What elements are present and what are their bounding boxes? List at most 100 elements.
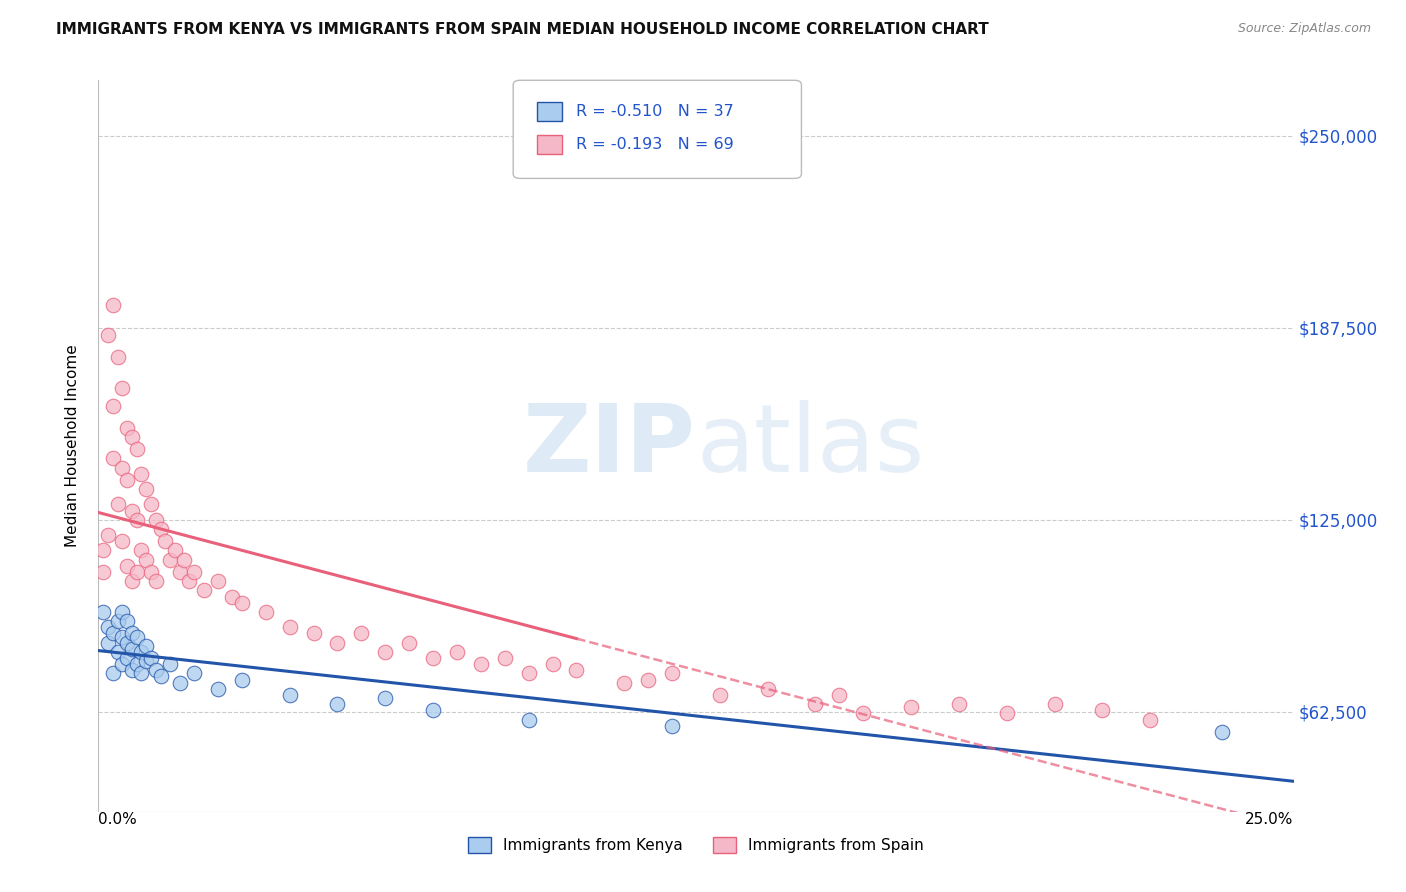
Point: [111, 657, 134, 672]
Point: [207, 574, 229, 589]
Point: [139, 497, 162, 511]
Point: [115, 636, 138, 650]
Point: [169, 565, 191, 579]
Point: [135, 654, 157, 668]
Point: [709, 688, 731, 702]
Point: [231, 673, 253, 687]
Point: [398, 636, 420, 650]
Point: [91, 605, 114, 619]
Legend: Immigrants from Kenya, Immigrants from Spain: Immigrants from Kenya, Immigrants from S…: [461, 830, 931, 859]
Point: [115, 651, 138, 665]
Point: [183, 666, 205, 681]
Text: 25.0%: 25.0%: [1246, 812, 1294, 827]
Point: [125, 513, 148, 527]
Point: [121, 430, 143, 444]
Point: [163, 543, 186, 558]
Point: [517, 666, 540, 681]
Point: [107, 497, 129, 511]
Point: [1091, 703, 1114, 717]
Point: [155, 534, 177, 549]
Point: [900, 700, 922, 714]
Point: [101, 298, 124, 312]
Point: [139, 651, 162, 665]
Point: [125, 657, 148, 672]
Point: [637, 673, 659, 687]
Point: [350, 626, 373, 640]
Point: [374, 645, 396, 659]
Point: [1139, 713, 1161, 727]
Point: [115, 614, 138, 628]
Point: [101, 399, 124, 413]
Point: [111, 381, 134, 395]
Point: [121, 574, 143, 589]
Point: [111, 534, 134, 549]
Point: [278, 620, 301, 634]
Point: [995, 706, 1018, 721]
Point: [91, 543, 114, 558]
Point: [131, 543, 153, 558]
Point: [101, 666, 124, 681]
Point: [149, 669, 172, 683]
Point: [149, 522, 172, 536]
Point: [125, 442, 148, 456]
Text: atlas: atlas: [696, 400, 924, 492]
Point: [145, 513, 167, 527]
Point: [125, 630, 148, 644]
Point: [613, 675, 636, 690]
Point: [756, 681, 779, 696]
Point: [231, 596, 253, 610]
Point: [135, 552, 157, 566]
Point: [145, 574, 167, 589]
Point: [107, 350, 129, 364]
Point: [446, 645, 468, 659]
Point: [193, 583, 215, 598]
Text: R = -0.193   N = 69: R = -0.193 N = 69: [576, 137, 734, 152]
Point: [183, 565, 205, 579]
Point: [107, 645, 129, 659]
Point: [115, 473, 138, 487]
Point: [97, 620, 120, 634]
Point: [131, 645, 153, 659]
Point: [115, 558, 138, 573]
Point: [111, 630, 134, 644]
Point: [470, 657, 492, 672]
Point: [169, 675, 191, 690]
Y-axis label: Median Household Income: Median Household Income: [65, 344, 80, 548]
Point: [179, 574, 201, 589]
Point: [159, 657, 181, 672]
Point: [97, 328, 120, 343]
Point: [125, 565, 148, 579]
Text: IMMIGRANTS FROM KENYA VS IMMIGRANTS FROM SPAIN MEDIAN HOUSEHOLD INCOME CORRELATI: IMMIGRANTS FROM KENYA VS IMMIGRANTS FROM…: [56, 22, 988, 37]
Point: [302, 626, 325, 640]
Point: [135, 639, 157, 653]
Point: [541, 657, 564, 672]
Point: [121, 641, 143, 656]
Point: [494, 651, 516, 665]
Text: Source: ZipAtlas.com: Source: ZipAtlas.com: [1237, 22, 1371, 36]
Point: [565, 664, 588, 678]
Point: [159, 552, 181, 566]
Point: [422, 651, 444, 665]
Point: [131, 467, 153, 481]
Point: [139, 565, 162, 579]
Point: [121, 626, 143, 640]
Point: [517, 713, 540, 727]
Point: [91, 565, 114, 579]
Point: [254, 605, 277, 619]
Point: [97, 636, 120, 650]
Point: [135, 482, 157, 496]
Point: [115, 420, 138, 434]
Point: [173, 552, 195, 566]
Point: [804, 697, 827, 711]
Point: [326, 697, 349, 711]
Point: [111, 460, 134, 475]
Point: [374, 691, 396, 706]
Point: [1043, 697, 1066, 711]
Point: [101, 626, 124, 640]
Point: [207, 681, 229, 696]
Point: [326, 636, 349, 650]
Point: [661, 719, 683, 733]
Point: [948, 697, 970, 711]
Point: [101, 451, 124, 466]
Point: [221, 590, 243, 604]
